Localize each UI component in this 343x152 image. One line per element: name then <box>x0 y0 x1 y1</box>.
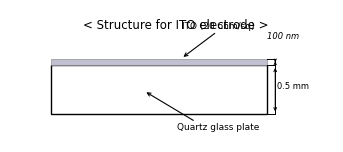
Text: < Structure for ITO electrode >: < Structure for ITO electrode > <box>83 19 269 32</box>
Bar <box>51 65 268 114</box>
Text: Quartz glass plate: Quartz glass plate <box>177 123 260 132</box>
Text: ITO (20 ohm/sq): ITO (20 ohm/sq) <box>182 22 255 31</box>
Text: 100 nm: 100 nm <box>268 33 300 41</box>
Bar <box>51 59 268 65</box>
Text: 0.5 mm: 0.5 mm <box>277 82 309 91</box>
